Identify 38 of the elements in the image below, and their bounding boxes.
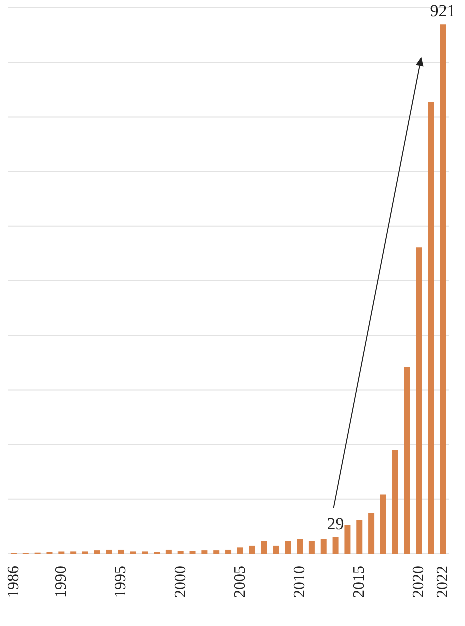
bar	[285, 541, 292, 554]
bar	[106, 550, 112, 554]
bar	[94, 550, 100, 554]
bar	[214, 550, 220, 554]
x-tick-label: 2022	[434, 566, 452, 598]
bar	[273, 546, 280, 554]
bar	[380, 494, 386, 554]
bar	[392, 450, 398, 554]
bar	[428, 102, 434, 554]
bar	[416, 248, 422, 554]
x-tick-label: 2000	[172, 566, 190, 598]
bar	[118, 550, 124, 554]
bar	[344, 525, 351, 554]
bar	[237, 548, 244, 554]
bar	[404, 367, 410, 554]
x-tick-label: 2015	[351, 566, 368, 598]
bar	[368, 513, 375, 554]
x-tick-label: 1995	[112, 566, 130, 598]
bar	[249, 546, 256, 554]
bar	[226, 550, 232, 554]
x-tick-label: 2020	[410, 566, 428, 598]
bar	[190, 551, 196, 554]
data-label: 921	[430, 2, 456, 21]
bar	[320, 539, 327, 554]
bar	[440, 24, 446, 554]
bar	[202, 550, 208, 554]
bar	[261, 541, 268, 554]
bar	[332, 537, 339, 554]
bar	[356, 520, 363, 554]
bar	[178, 551, 184, 554]
x-tick-label: 1990	[53, 566, 70, 598]
data-label: 29	[327, 514, 344, 534]
x-tick-label: 2010	[292, 566, 309, 598]
bar	[308, 541, 315, 554]
bar	[297, 539, 304, 554]
bar	[166, 550, 172, 554]
x-tick-label: 2005	[232, 566, 249, 598]
x-tick-label: 1986	[5, 566, 22, 598]
